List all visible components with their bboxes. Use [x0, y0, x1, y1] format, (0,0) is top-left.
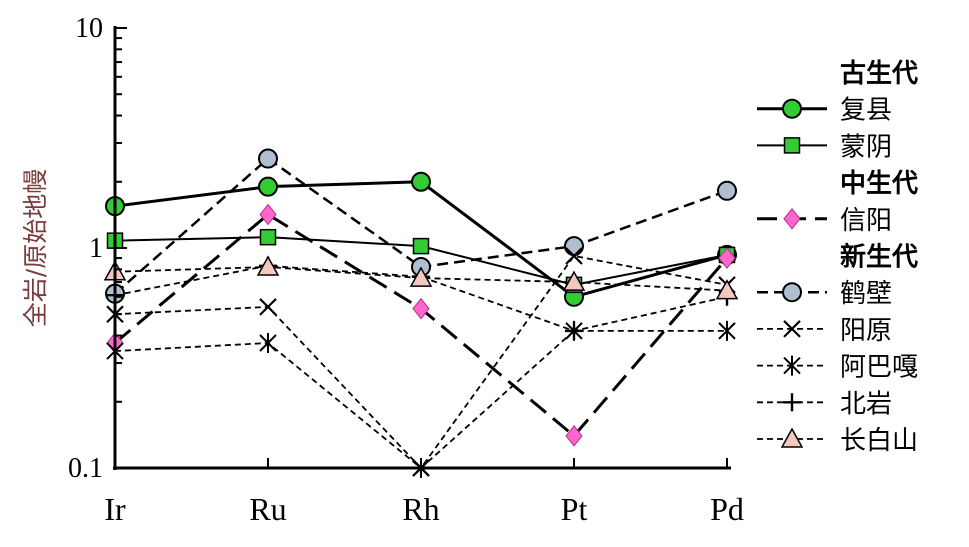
series-2-point-3 [565, 425, 583, 447]
series-line-6 [114, 264, 728, 332]
series-5-point-1 [259, 332, 277, 353]
series-2-point-1 [259, 203, 277, 226]
series-6-point-3 [565, 321, 583, 340]
legend-marker-6 [783, 393, 801, 412]
series-5-point-1-shape [259, 332, 277, 353]
series-0-point-2-shape [411, 171, 431, 192]
x-tick-label: Pt [561, 491, 588, 527]
legend-marker-4-shape [783, 320, 801, 338]
legend-marker-2 [783, 207, 801, 230]
legend-marker-6-shape [783, 393, 801, 412]
legend-group-title: 中生代 [840, 169, 918, 199]
y-axis-label: 全岩/原始地幔 [21, 169, 50, 327]
legend-marker-7 [780, 427, 804, 448]
series-7-point-2 [409, 266, 433, 287]
series-3-point-3 [564, 236, 584, 257]
legend-marker-1-shape [783, 137, 801, 154]
series-3-point-3-shape [564, 236, 584, 257]
series-7-point-2-shape [409, 266, 433, 287]
series-7-point-1-shape [256, 255, 280, 276]
series-7-point-3 [562, 270, 586, 291]
series-2-point-1-shape [259, 203, 277, 226]
legend-label: 鹤壁 [840, 279, 892, 309]
series-3-point-4-shape [717, 180, 737, 201]
y-tick-label: 0.1 [68, 453, 103, 484]
series-2-point-4 [718, 247, 736, 269]
legend-marker-4 [783, 320, 801, 338]
series-1-point-2 [412, 237, 430, 255]
series-6-point-3-shape [565, 321, 583, 340]
series-line-5 [114, 329, 727, 469]
series-4-point-3-shape [565, 247, 583, 265]
series-0-point-2 [411, 171, 431, 192]
series-2-point-4-shape [718, 247, 736, 269]
series-3-point-4 [717, 180, 737, 201]
series-5-point-4-shape [718, 320, 736, 341]
series-3-point-1-shape [258, 148, 278, 169]
series-5-point-4 [718, 320, 736, 341]
legend-marker-2-shape [783, 207, 801, 230]
x-tick-label: Rh [402, 491, 439, 527]
series-line-4 [114, 255, 728, 469]
plot-area [103, 148, 739, 478]
legend-label: 阳原 [840, 316, 892, 346]
legend-label: 信阳 [840, 206, 892, 236]
axes: 10 1 0.1Ir Ru Rh Pt Pd 全岩/原始地幔 [21, 13, 744, 527]
series-7-point-4 [715, 279, 739, 300]
series-3-point-1 [258, 148, 278, 169]
legend-group-title: 古生代 [840, 59, 918, 89]
series-7-point-4-shape [715, 279, 739, 300]
series-0-point-1-shape [258, 176, 278, 197]
series-0-point-1 [258, 176, 278, 197]
x-tick-label: Ir [104, 491, 126, 527]
series-line-7 [114, 266, 728, 292]
legend-label: 复县 [840, 96, 892, 126]
legend-marker-7-shape [780, 427, 804, 448]
series-4-point-1 [259, 298, 277, 316]
y-tick-label: 1 [89, 233, 103, 264]
legend-label: 阿巴嘎 [840, 353, 918, 383]
x-tick-label: Ru [249, 491, 286, 527]
legend-marker-1 [783, 137, 801, 154]
series-4-point-1-shape [259, 298, 277, 316]
legend-marker-0 [782, 98, 802, 119]
series-1-point-1 [259, 228, 277, 246]
series-7-point-3-shape [562, 270, 586, 291]
legend-label: 北岩 [840, 389, 892, 419]
legend-label: 蒙阴 [840, 132, 892, 162]
legend-marker-3-shape [782, 282, 802, 303]
legend-marker-5 [783, 355, 801, 376]
legend-label: 长白山 [840, 426, 918, 456]
x-tick-label: Pd [710, 491, 744, 527]
series-4-point-3 [565, 247, 583, 265]
series-1-point-2-shape [412, 237, 430, 255]
series-2-point-2-shape [412, 297, 430, 320]
legend-group-title: 新生代 [840, 242, 918, 273]
y-tick-label: 10 [75, 13, 103, 44]
legend-marker-5-shape [783, 355, 801, 376]
series-1-point-1-shape [259, 228, 277, 246]
series-2-point-3-shape [565, 425, 583, 447]
legend-marker-3 [782, 282, 802, 303]
series-2-point-2 [412, 297, 430, 320]
legend-marker-0-shape [782, 98, 802, 119]
series-7-point-1 [256, 255, 280, 276]
